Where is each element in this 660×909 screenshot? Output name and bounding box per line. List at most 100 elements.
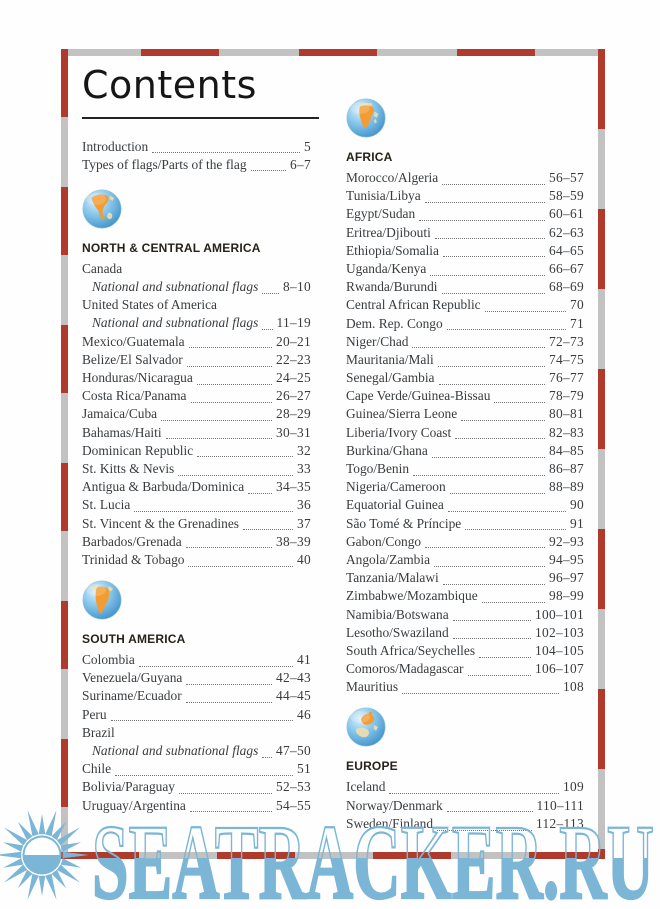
toc-entry-pages: 98–99 [549,588,584,604]
toc-entry: United States of America [82,297,311,315]
toc-entry-label: Canada [82,260,123,276]
toc-entry-label: Barbados/Grenada [82,533,182,549]
dot-leader [115,774,293,776]
toc-entry-pages: 108 [563,679,584,695]
dot-leader [189,811,273,813]
globe-south-america-icon [82,580,122,620]
dot-leader [465,529,566,531]
toc-entry: Equatorial Guinea 90 [346,497,584,515]
toc-entry: Senegal/Gambia 76–77 [346,370,584,388]
toc-entry: Burkina/Ghana 84–85 [346,443,584,461]
toc-entry-label: Sweden/Finland [346,815,434,831]
dot-leader [161,420,273,422]
dot-leader [262,756,273,758]
toc-entry-pages: 102–103 [535,624,584,640]
toc-entry-pages: 78–79 [549,388,584,404]
section-heading: AFRICA [346,150,393,164]
dot-leader [389,793,559,795]
toc-entry-label: Equatorial Guinea [346,497,444,513]
toc-entry: St. Kitts & Nevis 33 [82,461,311,479]
sun-logo-icon [0,810,89,900]
toc-entry-label: Rwanda/Burundi [346,279,438,295]
toc-entry-label: Colombia [82,652,135,668]
toc-entry: Venezuela/Guyana 42–43 [82,670,311,688]
toc-entry: Egypt/Sudan 60–61 [346,206,584,224]
toc-entry-pages: 109 [563,779,584,795]
dot-leader [134,511,293,513]
toc-entry: São Tomé & Príncipe 91 [346,516,584,534]
toc-entry: St. Vincent & the Grenadines 37 [82,516,311,534]
left-column: Contents Introduction 5 Types of flags/Par… [82,60,319,816]
toc-entry: Honduras/Nicaragua 24–25 [82,370,311,388]
toc-entry-label: Zimbabwe/Mozambique [346,588,478,604]
toc-entry-pages: 40 [297,551,311,567]
toc-entry: Colombia 41 [82,652,311,670]
toc-entry: Cape Verde/Guinea-Bissau 78–79 [346,388,584,406]
dot-leader [430,274,546,276]
dot-leader [262,329,273,331]
toc-entry-label: Peru [82,706,107,722]
toc-entry-label: Guinea/Sierra Leone [346,406,458,422]
page-border-bottom [61,852,605,859]
toc-entry-label: Belize/El Salvador [82,351,183,367]
toc-entry: Trinidad & Tobago 40 [82,552,311,570]
toc-entry-label: Liberia/Ivory Coast [346,424,452,440]
dot-leader [455,438,546,440]
toc-entry-label: Egypt/Sudan [346,206,416,222]
toc-entry-label: Bahamas/Haiti [82,424,162,440]
dot-leader [434,565,546,567]
toc-entry-label: St. Vincent & the Grenadines [82,515,239,531]
section-north-central-america: NORTH & CENTRAL AMERICA Canada National an… [82,189,311,570]
toc-entry-pages: 68–69 [549,279,584,295]
toc-entry-label: Tanzania/Malawi [346,570,439,586]
toc-entry: Jamaica/Cuba 28–29 [82,406,311,424]
toc-entry-pages: 28–29 [276,406,311,422]
toc-entry: Bolivia/Paraguay 52–53 [82,779,311,797]
toc-entry-label: Tunisia/Libya [346,188,421,204]
dot-leader [190,401,273,403]
dot-leader [494,401,546,403]
dot-leader [186,365,273,367]
toc-entry-label: Venezuela/Guyana [82,670,183,686]
toc-entry-pages: 70 [570,297,584,313]
toc-entry-pages: 84–85 [549,442,584,458]
toc-entry: Mauritania/Mali 74–75 [346,352,584,370]
dot-leader [402,692,559,694]
globe-north-america-icon [82,189,122,229]
toc-entry-label: Bolivia/Paraguay [82,779,175,795]
dot-leader [110,720,293,722]
dot-leader [186,683,273,685]
section-europe: EUROPE Iceland 109 Norway/Denmark 110–111 Swe… [346,707,584,834]
dot-leader [138,665,293,667]
toc-entry-label: Burkina/Ghana [346,442,428,458]
toc-entry-label: Chile [82,761,112,777]
toc-entry-label: Trinidad & Tobago [82,551,185,567]
toc-entry-pages: 72–73 [549,333,584,349]
toc-entry: Gabon/Congo 92–93 [346,534,584,552]
toc-entry-pages: 91 [570,515,584,531]
toc-entry-pages: 22–23 [276,351,311,367]
toc-entry: Central African Republic 70 [346,297,584,315]
toc-entry: Tanzania/Malawi 96–97 [346,570,584,588]
toc-entry: South Africa/Seychelles 104–105 [346,643,584,661]
toc-entry-pages: 94–95 [549,551,584,567]
toc-entry: Tunisia/Libya 58–59 [346,188,584,206]
toc-entry-pages: 66–67 [549,260,584,276]
toc-entry: Brazil [82,725,311,743]
toc-entry-label: St. Kitts & Nevis [82,460,175,476]
dot-leader [437,829,533,831]
toc-entry-pages: 74–75 [549,351,584,367]
toc-entry: Peru 46 [82,707,311,725]
toc-entry-label: Senegal/Gambia [346,370,435,386]
toc-entry: Niger/Chad 72–73 [346,334,584,352]
dot-leader [446,811,533,813]
dot-leader [250,170,286,172]
toc-entry-label: Antigua & Barbuda/Dominica [82,479,245,495]
toc-entry: St. Lucia 36 [82,497,311,515]
toc-entry-label: Dem. Rep. Congo [346,315,443,331]
seatracker-watermark: SEATRACKER.RU SEATRACKER.RU [0,803,655,909]
globe-africa-icon [346,98,386,138]
dot-leader [412,347,546,349]
toc-entry: Nigeria/Cameroon 88–89 [346,479,584,497]
toc-entry: Dem. Rep. Congo 71 [346,316,584,334]
